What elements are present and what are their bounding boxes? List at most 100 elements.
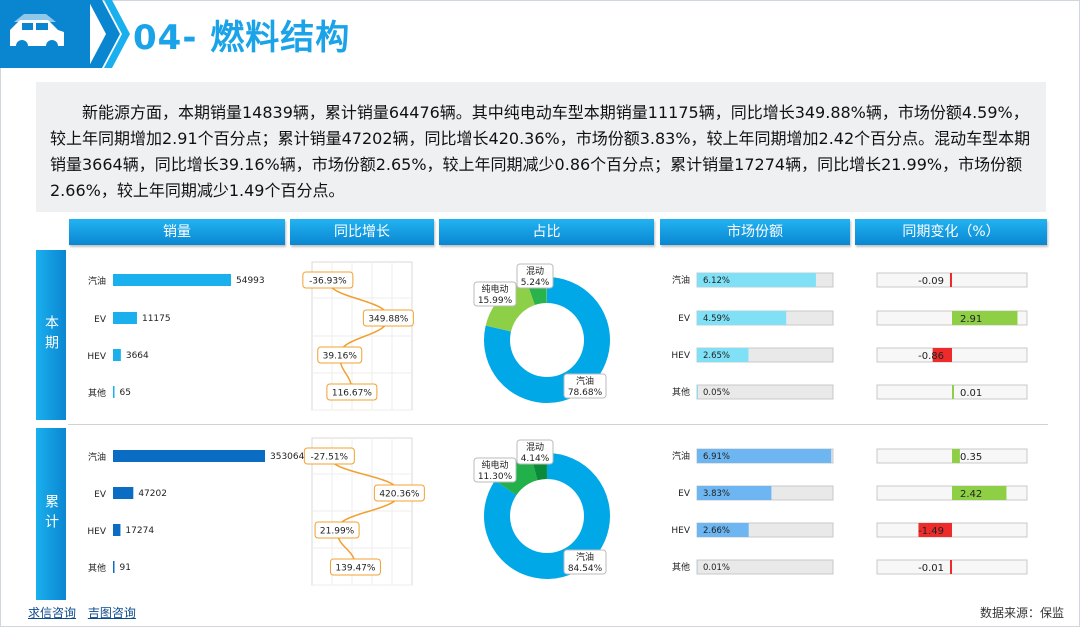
col-header-sales: 销量	[69, 219, 285, 245]
growth-label-current-box	[302, 271, 354, 289]
market-value-cumulative: 3.83%	[703, 489, 730, 499]
sales-category-current: 其他	[88, 387, 106, 399]
change-value-cumulative: -0.01	[918, 563, 944, 574]
growth-label-cumulative-box	[314, 521, 360, 539]
sales-category-cumulative: 其他	[88, 562, 106, 574]
market-category-cumulative: 其他	[672, 561, 690, 573]
market-category-cumulative: 汽油	[672, 450, 690, 462]
col-header-share: 占比	[439, 219, 654, 245]
section-divider	[68, 424, 1048, 425]
footer-links: 求信咨询 吉图咨询	[28, 604, 144, 621]
donut-label-name-cumulative: 纯电动	[481, 459, 508, 471]
change-value-current: -0.09	[918, 276, 944, 287]
market-category-cumulative: HEV	[671, 526, 690, 536]
growth-label-current: 39.16%	[323, 352, 358, 362]
sales-value-current: 65	[120, 388, 131, 398]
growth-label-current: 349.88%	[368, 315, 408, 325]
donut-label-box-cumulative	[516, 439, 554, 465]
market-category-current: EV	[678, 314, 691, 324]
growth-label-current-box	[317, 346, 363, 364]
sales-value-current: 54993	[236, 276, 265, 286]
sales-bar-cumulative	[113, 450, 265, 462]
market-bar-cumulative	[697, 523, 749, 537]
col-header-market-share: 市场份额	[660, 219, 850, 245]
donut-slice-current	[485, 280, 536, 333]
growth-label-current-box	[362, 309, 414, 327]
change-bar-current	[952, 385, 954, 399]
col-header-growth: 同比增长	[290, 219, 434, 245]
growth-label-current-box	[326, 383, 378, 401]
page-title: 04- 燃料结构	[133, 18, 351, 58]
sales-value-current: 11175	[142, 314, 171, 324]
sales-category-current: 汽油	[88, 275, 106, 287]
change-bar-cumulative	[918, 523, 952, 537]
market-value-current: 4.59%	[703, 314, 730, 324]
sales-bar-cumulative	[113, 524, 121, 536]
market-bar-current	[697, 348, 749, 362]
footer-link-2[interactable]: 吉图咨询	[87, 606, 136, 620]
change-value-cumulative: 0.35	[960, 452, 982, 463]
change-value-cumulative: 2.42	[960, 489, 982, 500]
donut-label-box-current	[516, 263, 554, 289]
donut-slice-cumulative	[494, 455, 539, 496]
market-category-current: 汽油	[672, 274, 690, 286]
row-label-cumulative: 累计	[36, 428, 66, 600]
market-bar-current	[697, 273, 816, 287]
donut-label-box-cumulative	[473, 457, 517, 483]
sales-value-cumulative: 353064	[270, 452, 305, 462]
market-category-current: 其他	[672, 386, 690, 398]
data-source: 数据来源：保监	[979, 606, 1064, 620]
sales-bar-current	[113, 274, 231, 286]
growth-label-current: -36.93%	[309, 277, 347, 287]
chevron-icon	[88, 0, 130, 68]
change-value-current: -0.86	[918, 351, 944, 362]
car-logo	[0, 0, 90, 68]
sales-bar-cumulative	[113, 487, 134, 499]
sales-bar-current	[113, 386, 115, 398]
market-value-current: 0.05%	[703, 388, 730, 398]
donut-label-box-current	[473, 281, 517, 307]
sales-category-current: EV	[94, 315, 107, 325]
donut-label-value-cumulative: 11.30%	[478, 472, 513, 482]
change-bar-current	[949, 273, 952, 287]
donut-label-name-cumulative: 汽油	[576, 551, 594, 563]
title-bar: 04- 燃料结构	[0, 0, 1080, 68]
market-bar-current	[697, 385, 698, 399]
market-value-current: 2.65%	[703, 351, 730, 361]
change-value-cumulative: -1.49	[918, 526, 944, 537]
market-bar-cumulative	[697, 449, 832, 463]
row-label-current: 本期	[36, 250, 66, 420]
change-bar-current	[932, 348, 952, 362]
sales-category-cumulative: HEV	[87, 527, 106, 537]
donut-label-value-cumulative: 4.14%	[521, 454, 550, 464]
donut-label-value-cumulative: 84.54%	[568, 564, 603, 574]
growth-label-cumulative: 139.47%	[335, 564, 375, 574]
car-icon	[10, 14, 64, 52]
footer-link-1[interactable]: 求信咨询	[28, 606, 77, 620]
market-value-cumulative: 6.91%	[703, 452, 730, 462]
market-bar-cumulative	[697, 486, 772, 500]
market-category-cumulative: EV	[678, 489, 691, 499]
growth-label-cumulative: 21.99%	[320, 527, 355, 537]
market-value-cumulative: 2.66%	[703, 526, 730, 536]
sales-value-cumulative: 17274	[125, 526, 154, 536]
growth-label-cumulative-box	[373, 484, 425, 502]
donut-label-value-current: 78.68%	[568, 388, 603, 398]
market-value-cumulative: 0.01%	[703, 563, 730, 573]
change-bar-cumulative	[950, 560, 952, 574]
sales-bar-current	[113, 349, 121, 361]
growth-label-cumulative-box	[329, 558, 381, 576]
sales-bar-cumulative	[113, 561, 115, 573]
market-category-current: HEV	[671, 351, 690, 361]
donut-label-value-current: 5.24%	[521, 278, 550, 288]
col-header-change: 同期变化（%）	[855, 219, 1047, 245]
summary-box: 新能源方面，本期销量14839辆，累计销量64476辆。其中纯电动车型本期销量1…	[36, 82, 1046, 212]
donut-label-box-current	[563, 373, 607, 399]
sales-category-current: HEV	[87, 352, 106, 362]
change-value-current: 0.01	[960, 388, 982, 399]
donut-label-value-current: 15.99%	[478, 296, 513, 306]
donut-label-box-cumulative	[563, 549, 607, 575]
growth-label-cumulative-box	[303, 447, 355, 465]
donut-slice-current	[526, 277, 548, 306]
